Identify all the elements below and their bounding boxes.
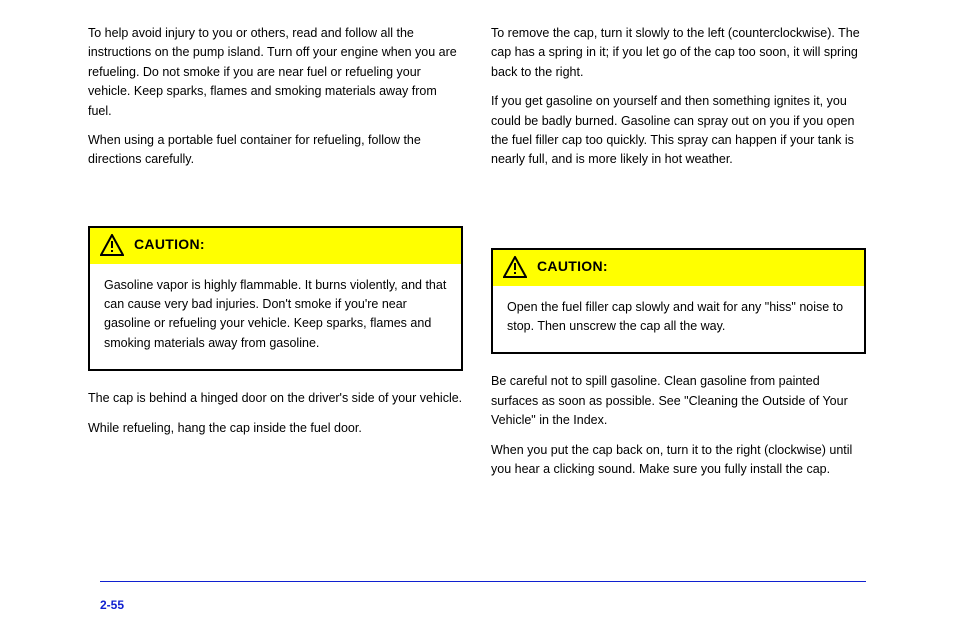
two-column-layout: To help avoid injury to you or others, r… (88, 0, 866, 489)
right-after-1: Be careful not to spill gasoline. Clean … (491, 372, 866, 430)
footer-rule (100, 581, 866, 582)
caution-body-right: Open the fuel filler cap slowly and wait… (493, 286, 864, 353)
page: To help avoid injury to you or others, r… (88, 0, 866, 636)
left-after-2: While refueling, hang the cap inside the… (88, 419, 463, 438)
warning-triangle-icon (503, 256, 527, 278)
right-after-2: When you put the cap back on, turn it to… (491, 441, 866, 480)
left-after-1: The cap is behind a hinged door on the d… (88, 389, 463, 408)
right-intro-2: If you get gasoline on yourself and then… (491, 92, 866, 170)
left-column: To help avoid injury to you or others, r… (88, 24, 463, 489)
right-intro-1: To remove the cap, turn it slowly to the… (491, 24, 866, 82)
caution-header-right: CAUTION: (493, 250, 864, 286)
left-intro-1: To help avoid injury to you or others, r… (88, 24, 463, 121)
caution-title-left: CAUTION: (134, 234, 205, 256)
caution-header-left: CAUTION: (90, 228, 461, 264)
caution-box-right: CAUTION: Open the fuel filler cap slowly… (491, 248, 866, 355)
page-number: 2-55 (100, 598, 124, 612)
right-column: To remove the cap, turn it slowly to the… (491, 24, 866, 489)
warning-triangle-icon (100, 234, 124, 256)
caution-title-right: CAUTION: (537, 256, 608, 278)
caution-body-left: Gasoline vapor is highly flammable. It b… (90, 264, 461, 370)
left-intro-2: When using a portable fuel container for… (88, 131, 463, 170)
caution-box-left: CAUTION: Gasoline vapor is highly flamma… (88, 226, 463, 372)
